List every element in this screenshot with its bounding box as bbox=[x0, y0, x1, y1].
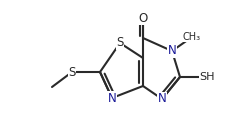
Text: S: S bbox=[116, 36, 124, 49]
Text: N: N bbox=[168, 45, 176, 58]
Text: O: O bbox=[138, 12, 148, 25]
Text: N: N bbox=[108, 92, 116, 105]
Text: CH₃: CH₃ bbox=[183, 32, 201, 42]
Text: N: N bbox=[158, 92, 166, 105]
Text: S: S bbox=[68, 65, 76, 79]
Text: SH: SH bbox=[199, 72, 215, 82]
